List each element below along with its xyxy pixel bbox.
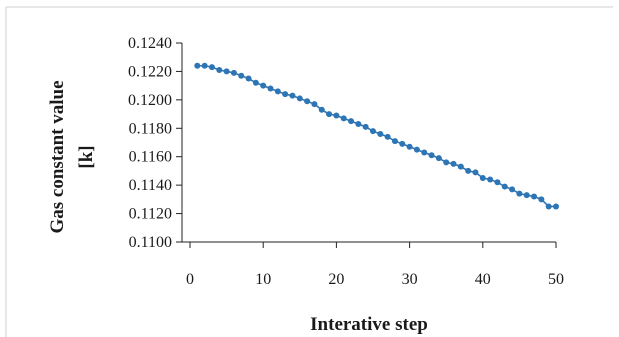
- y-tick-label: 0.1240: [128, 35, 172, 52]
- data-point: [311, 101, 318, 108]
- data-point: [326, 111, 333, 118]
- data-point: [501, 183, 508, 190]
- data-point: [428, 152, 435, 159]
- data-point: [523, 192, 530, 199]
- plot-area: [194, 62, 559, 210]
- data-point: [216, 67, 223, 74]
- data-point: [399, 140, 406, 147]
- data-point: [208, 64, 215, 71]
- data-point: [340, 115, 347, 122]
- data-point: [260, 82, 267, 89]
- data-point: [435, 155, 442, 162]
- x-tick-label: 40: [475, 271, 491, 288]
- y-tick-label: 0.1140: [129, 177, 172, 194]
- y-axis-title-group: Gas constant value: [47, 80, 68, 233]
- y-axis-unit-group: [k]: [76, 145, 97, 168]
- y-ticks: 0.1100 0.1120 0.1140 0.1160 0.1180 0.1200 0.12…: [128, 35, 182, 251]
- data-point: [296, 95, 303, 102]
- data-point: [465, 167, 472, 174]
- data-point: [384, 133, 391, 140]
- data-point: [223, 68, 230, 75]
- y-tick-label: 0.1180: [129, 120, 172, 137]
- data-point: [509, 186, 516, 193]
- y-tick-label: 0.1120: [129, 206, 172, 223]
- data-point: [194, 62, 201, 69]
- x-tick-label: 10: [255, 271, 271, 288]
- data-point: [479, 175, 486, 182]
- data-point: [282, 91, 289, 98]
- data-point: [531, 193, 538, 200]
- data-point: [377, 130, 384, 137]
- data-point: [267, 85, 274, 92]
- data-point: [553, 203, 559, 210]
- data-point: [201, 62, 208, 69]
- data-point: [450, 160, 457, 167]
- data-point: [348, 118, 355, 125]
- data-point: [230, 69, 237, 76]
- data-point: [333, 112, 340, 119]
- data-point: [443, 159, 450, 166]
- data-point: [238, 72, 245, 79]
- x-tick-label: 0: [186, 271, 194, 288]
- y-tick-label: 0.1220: [128, 63, 172, 80]
- y-tick-label: 0.1200: [128, 92, 172, 109]
- data-point: [516, 190, 523, 197]
- data-point: [289, 92, 296, 99]
- x-tick-label: 50: [548, 271, 564, 288]
- data-point: [494, 179, 501, 186]
- data-point: [472, 169, 479, 176]
- data-point: [370, 128, 376, 135]
- data-point: [355, 121, 362, 128]
- data-point: [318, 106, 325, 113]
- data-point: [421, 149, 428, 156]
- data-point: [274, 88, 281, 95]
- data-point: [245, 75, 252, 82]
- data-point: [487, 176, 494, 183]
- y-axis-title: Gas constant value: [47, 80, 68, 233]
- data-point: [457, 163, 464, 170]
- x-axis-title: Interative step: [310, 314, 428, 335]
- x-ticks: 0 10 20 30 40 50: [186, 242, 564, 288]
- data-point: [538, 196, 545, 203]
- data-point: [252, 79, 259, 86]
- axes: [181, 43, 556, 243]
- data-point: [406, 143, 413, 150]
- x-tick-label: 30: [402, 271, 418, 288]
- y-tick-label: 0.1160: [129, 149, 172, 166]
- data-point: [545, 203, 552, 210]
- data-point: [304, 98, 311, 105]
- data-point: [413, 146, 420, 153]
- data-point: [391, 138, 398, 145]
- data-point: [362, 123, 369, 130]
- x-tick-label: 20: [328, 271, 344, 288]
- y-tick-label: 0.1100: [129, 234, 172, 251]
- y-axis-unit: [k]: [76, 145, 97, 168]
